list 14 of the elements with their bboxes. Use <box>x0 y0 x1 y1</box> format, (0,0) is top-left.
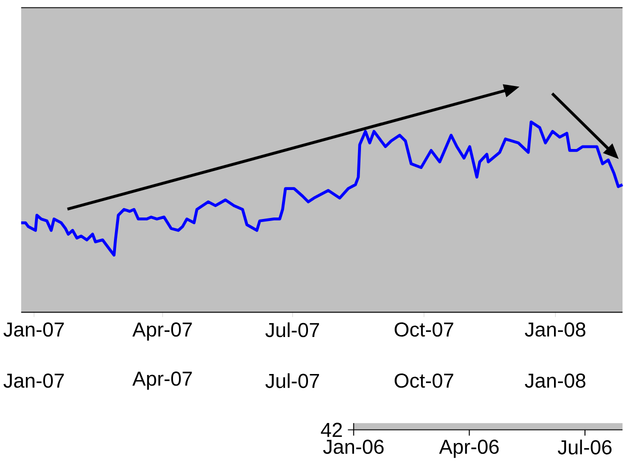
x-tick-label: Jul-07 <box>265 373 320 388</box>
text: Jan-06 <box>323 439 384 454</box>
x2-tick-label: Oct-07 <box>394 322 454 336</box>
text: Jul-06 <box>558 439 612 454</box>
x2-tick-label: Jan-07 <box>4 322 64 336</box>
text: Apr-06 <box>439 439 499 458</box>
x2-tick-label: Apr-07 <box>132 322 192 340</box>
x-tick-label: Jan-07 <box>4 373 64 388</box>
x-tick-label: Apr-07 <box>132 371 192 390</box>
x2-tick-label: Jul-07 <box>265 322 320 337</box>
x-tick-label: Jan-08 <box>524 373 586 388</box>
x-tick-label: Oct-07 <box>394 373 454 388</box>
x2-tick-label: Jan-08 <box>524 322 586 336</box>
text: 42 <box>320 422 342 437</box>
